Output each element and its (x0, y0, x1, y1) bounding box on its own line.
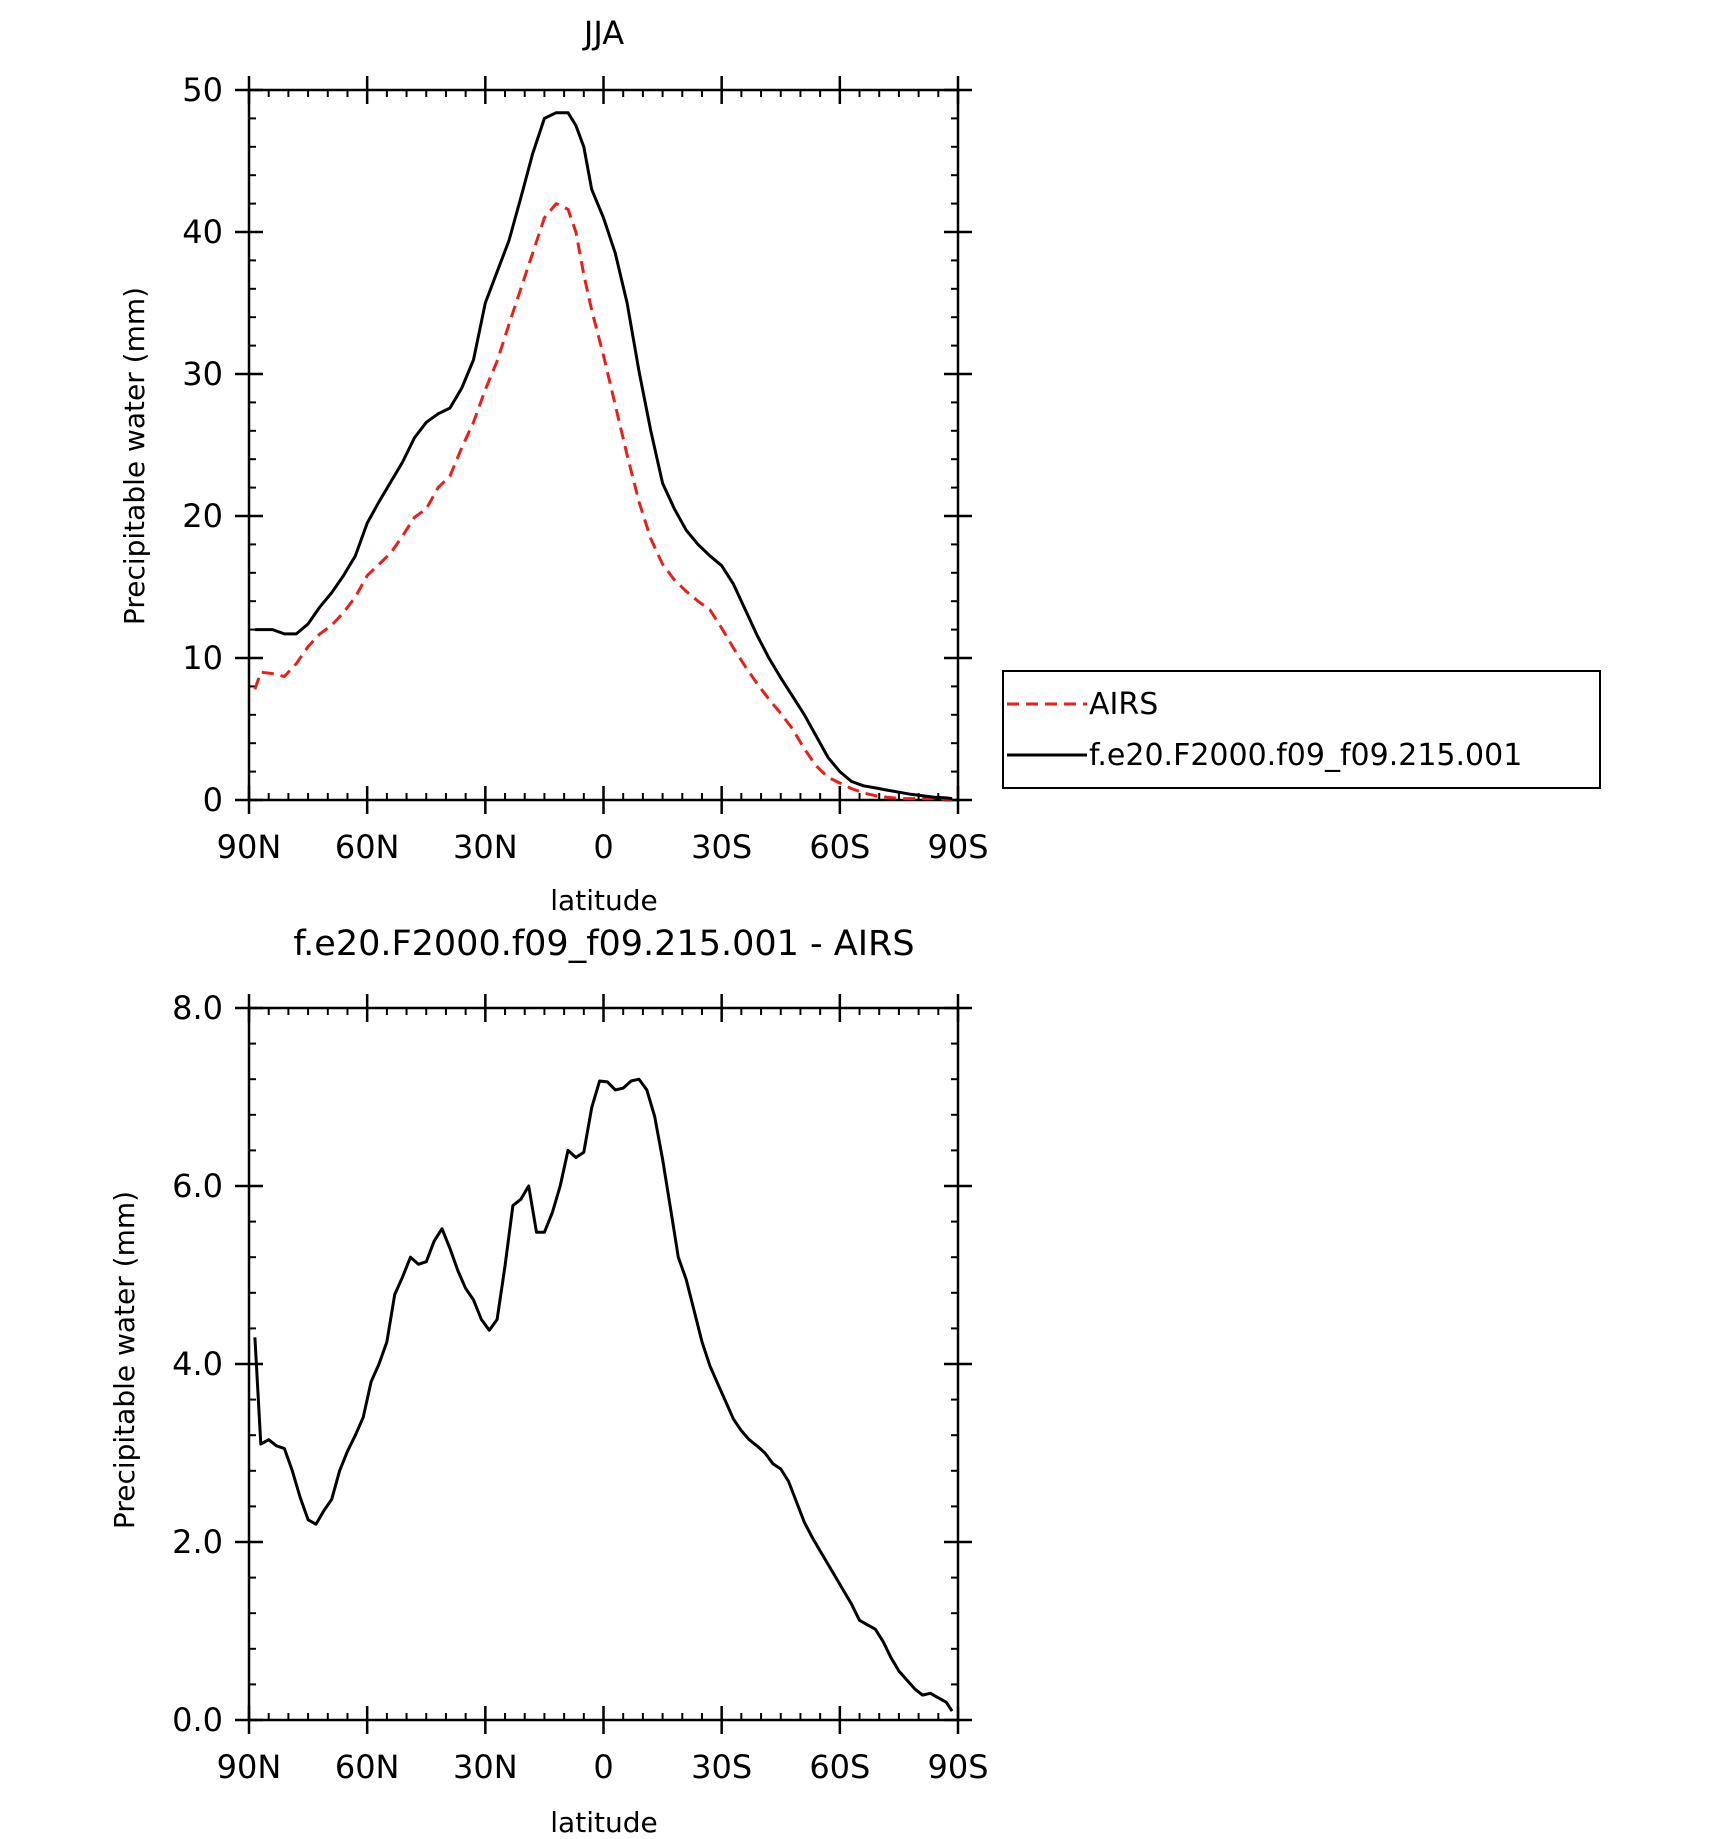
legend-label-model: f.e20.F2000.f09_f09.215.001 (1089, 738, 1522, 773)
bottom-y-tick-label: 0.0 (172, 1701, 223, 1739)
legend: AIRS f.e20.F2000.f09_f09.215.001 (1002, 670, 1601, 789)
bottom-chart-xlabel: latitude (550, 1806, 657, 1839)
bottom-y-tick-label: 6.0 (172, 1167, 223, 1205)
top-y-tick-label: 0 (203, 781, 223, 819)
top-y-tick-label: 30 (182, 355, 223, 393)
top-x-tick-label: 90S (927, 828, 988, 866)
top-chart-xlabel: latitude (550, 884, 657, 917)
top-x-tick-label: 30S (691, 828, 752, 866)
bottom-x-tick-label: 60S (809, 1748, 870, 1786)
bottom-chart-ylabel: Precipitable water (mm) (108, 1191, 141, 1529)
bottom-x-tick-label: 90N (217, 1748, 282, 1786)
top-x-tick-label: 60N (335, 828, 400, 866)
top-series-line-2 (254, 111, 953, 801)
top-series-line-1 (253, 202, 953, 801)
top-x-tick-label: 30N (453, 828, 518, 866)
top-x-tick-label: 60S (809, 828, 870, 866)
bottom-x-tick-label: 0 (593, 1748, 613, 1786)
top-x-tick-label: 90N (217, 828, 282, 866)
legend-box (1002, 670, 1601, 789)
top-y-tick-label: 50 (182, 71, 223, 109)
bottom-x-tick-label: 30S (691, 1748, 752, 1786)
top-y-tick-label: 20 (182, 497, 223, 535)
top-chart: JJA 90N 60N 30N 0 30S 60S 90S 0 10 20 30 40 50 latit… (118, 14, 1601, 917)
top-y-tick-label: 40 (182, 213, 223, 251)
bottom-x-tick-label: 30N (453, 1748, 518, 1786)
bottom-y-tick-label: 2.0 (172, 1523, 223, 1561)
bottom-series-line-1 (253, 1077, 954, 1712)
bottom-chart: f.e20.F2000.f09_f09.215.001 - AIRS 90N 60… (108, 924, 989, 1839)
bottom-y-tick-label: 4.0 (172, 1345, 223, 1383)
top-chart-ylabel: Precipitable water (mm) (118, 287, 151, 625)
top-chart-title: JJA (582, 14, 624, 52)
bottom-chart-title: f.e20.F2000.f09_f09.215.001 - AIRS (293, 924, 914, 964)
legend-label-airs: AIRS (1089, 687, 1158, 722)
top-y-tick-label: 10 (182, 639, 223, 677)
bottom-x-tick-label: 60N (335, 1748, 400, 1786)
bottom-y-tick-label: 8.0 (172, 989, 223, 1027)
top-x-tick-label: 0 (593, 828, 613, 866)
bottom-x-tick-label: 90S (927, 1748, 988, 1786)
